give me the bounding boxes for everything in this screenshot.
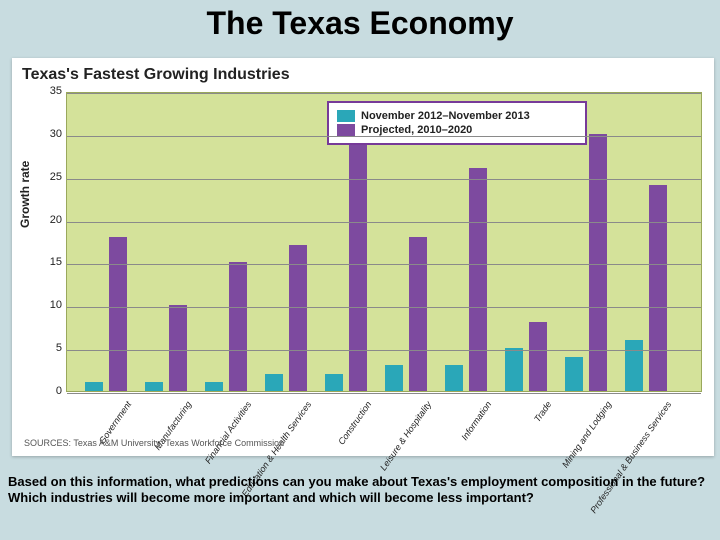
bar xyxy=(529,322,547,391)
bar xyxy=(325,374,343,391)
legend-label-0: November 2012–November 2013 xyxy=(361,110,530,122)
bar xyxy=(229,262,247,391)
y-tick: 30 xyxy=(38,128,62,140)
sources-text: SOURCES: Texas A&M University; Texas Wor… xyxy=(24,438,284,448)
swatch-icon xyxy=(337,124,355,136)
legend-label-1: Projected, 2010–2020 xyxy=(361,124,472,136)
bar xyxy=(445,365,463,391)
swatch-icon xyxy=(337,110,355,122)
y-tick: 10 xyxy=(38,299,62,311)
bar xyxy=(649,185,667,391)
y-axis-label: Growth rate xyxy=(18,161,32,228)
question-text: Based on this information, what predicti… xyxy=(8,474,718,507)
bar xyxy=(265,374,283,391)
gridline xyxy=(67,307,701,308)
y-tick: 25 xyxy=(38,171,62,183)
bar xyxy=(169,305,187,391)
bar xyxy=(85,382,103,391)
slide-title: The Texas Economy xyxy=(0,0,720,41)
bar xyxy=(145,382,163,391)
gridline xyxy=(67,93,701,94)
bar xyxy=(469,168,487,391)
gridline xyxy=(67,179,701,180)
legend-row-0: November 2012–November 2013 xyxy=(337,109,577,123)
gridline xyxy=(67,393,701,394)
bar xyxy=(589,134,607,391)
bar xyxy=(109,237,127,391)
bar xyxy=(565,357,583,391)
chart-card: Texas's Fastest Growing Industries Growt… xyxy=(12,58,714,456)
plot-area: November 2012–November 2013 Projected, 2… xyxy=(66,92,702,392)
y-tick: 5 xyxy=(38,342,62,354)
gridline xyxy=(67,222,701,223)
bar xyxy=(385,365,403,391)
chart-title: Texas's Fastest Growing Industries xyxy=(12,58,714,88)
y-tick: 15 xyxy=(38,256,62,268)
y-tick: 0 xyxy=(38,385,62,397)
gridline xyxy=(67,350,701,351)
legend: November 2012–November 2013 Projected, 2… xyxy=(327,101,587,145)
bar xyxy=(289,245,307,391)
bar xyxy=(505,348,523,391)
bar xyxy=(625,340,643,391)
bar xyxy=(349,125,367,391)
y-tick: 20 xyxy=(38,214,62,226)
bar xyxy=(205,382,223,391)
bar xyxy=(409,237,427,391)
y-tick: 35 xyxy=(38,85,62,97)
gridline xyxy=(67,264,701,265)
gridline xyxy=(67,136,701,137)
